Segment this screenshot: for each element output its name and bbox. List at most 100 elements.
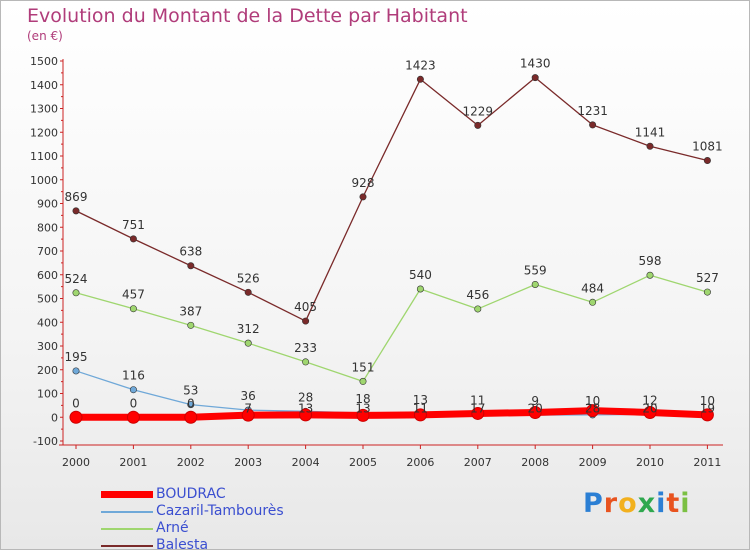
y-tick-label: 1100	[30, 150, 58, 163]
data-label: 116	[122, 369, 145, 383]
data-point	[646, 271, 654, 279]
data-point	[244, 339, 252, 347]
data-label: 1423	[405, 58, 436, 72]
data-label: 195	[65, 350, 88, 364]
data-point	[703, 157, 711, 165]
legend-label: Balesta	[156, 537, 209, 553]
y-tick-label: 300	[37, 340, 58, 353]
x-tick-label: 2004	[292, 456, 320, 469]
data-label: 869	[65, 190, 88, 204]
legend-swatch	[101, 491, 153, 498]
data-point	[700, 408, 714, 422]
data-label: 638	[179, 245, 202, 259]
data-label: 598	[639, 254, 662, 268]
logo-letter: i	[656, 488, 667, 519]
y-tick-label: 600	[37, 269, 58, 282]
data-label: 151	[352, 360, 375, 374]
legend-label: BOUDRAC	[156, 486, 226, 502]
data-point	[703, 288, 711, 296]
x-tick-label: 2005	[349, 456, 377, 469]
data-label: 7	[244, 401, 252, 415]
data-point	[531, 280, 539, 288]
data-label: 524	[65, 272, 88, 286]
data-point	[474, 305, 482, 313]
data-label: 405	[294, 300, 317, 314]
data-label: 559	[524, 263, 547, 277]
legend-label: Arné	[156, 520, 189, 536]
data-point	[69, 410, 83, 424]
logo-letter: i	[680, 488, 691, 519]
logo-letter: P	[583, 488, 604, 519]
data-point	[129, 386, 137, 394]
data-point	[589, 121, 597, 129]
data-point	[126, 410, 140, 424]
data-point	[586, 404, 600, 418]
y-tick-label: 800	[37, 221, 58, 234]
data-point	[359, 193, 367, 201]
data-point	[72, 289, 80, 297]
y-tick-label: 100	[37, 388, 58, 401]
legend-swatch	[101, 511, 153, 513]
data-label: 751	[122, 218, 145, 232]
legend-swatch	[101, 545, 153, 547]
x-tick-label: 2007	[464, 456, 492, 469]
data-label: 28	[298, 390, 313, 404]
data-point	[471, 406, 485, 420]
data-point	[184, 410, 198, 424]
data-label: 19	[700, 401, 715, 415]
legend-label: Cazaril-Tambourès	[156, 503, 284, 519]
data-label: 13	[413, 393, 428, 407]
data-label: 484	[581, 281, 604, 295]
data-label: 1141	[635, 125, 666, 139]
data-point	[643, 406, 657, 419]
proxiti-logo: Proxiti	[583, 488, 691, 519]
data-point	[129, 305, 137, 313]
data-point	[302, 358, 310, 366]
series-line-boudrac	[72, 407, 711, 421]
data-label: 233	[294, 341, 317, 355]
x-tick-label: 2011	[693, 456, 721, 469]
data-point	[531, 74, 539, 82]
data-point	[356, 408, 370, 422]
data-label: 11	[413, 401, 428, 415]
series-layer	[69, 74, 714, 424]
data-point	[241, 408, 255, 422]
data-label: 20	[642, 401, 657, 415]
x-tick-label: 2008	[521, 456, 549, 469]
y-tick-label: 1400	[30, 79, 58, 92]
x-tick-label: 2002	[177, 456, 205, 469]
x-tick-label: 2009	[579, 456, 607, 469]
y-tick-label: 0	[51, 411, 58, 424]
data-point	[187, 262, 195, 270]
x-tick-label: 2010	[636, 456, 664, 469]
data-point	[299, 408, 313, 422]
data-point	[187, 321, 195, 329]
x-tick-label: 2000	[62, 456, 90, 469]
y-tick-label: 1500	[30, 55, 58, 68]
data-label: 928	[352, 176, 375, 190]
y-tick-label: 1200	[30, 126, 58, 139]
data-label: 526	[237, 271, 260, 285]
data-label: 387	[179, 304, 202, 318]
x-tick-label: 2001	[119, 456, 147, 469]
y-tick-label: 400	[37, 316, 58, 329]
data-label: 28	[585, 401, 600, 415]
y-tick-label: -100	[33, 435, 58, 448]
data-label: 312	[237, 322, 260, 336]
y-tick-label: 1300	[30, 103, 58, 116]
data-label: 527	[696, 271, 719, 285]
logo-letter: t	[666, 488, 681, 519]
data-point	[416, 75, 424, 83]
series-line-balesta	[75, 76, 709, 322]
data-label: 0	[130, 396, 138, 410]
data-point	[416, 285, 424, 293]
data-label: 12	[642, 393, 657, 407]
data-label: 1229	[463, 104, 494, 118]
data-point	[413, 408, 427, 422]
data-label: 540	[409, 268, 432, 282]
axes: -100010020030040050060070080090010001100…	[30, 55, 723, 469]
data-label: 1081	[692, 140, 723, 154]
data-point	[302, 317, 310, 325]
logo-letter: o	[618, 488, 638, 519]
